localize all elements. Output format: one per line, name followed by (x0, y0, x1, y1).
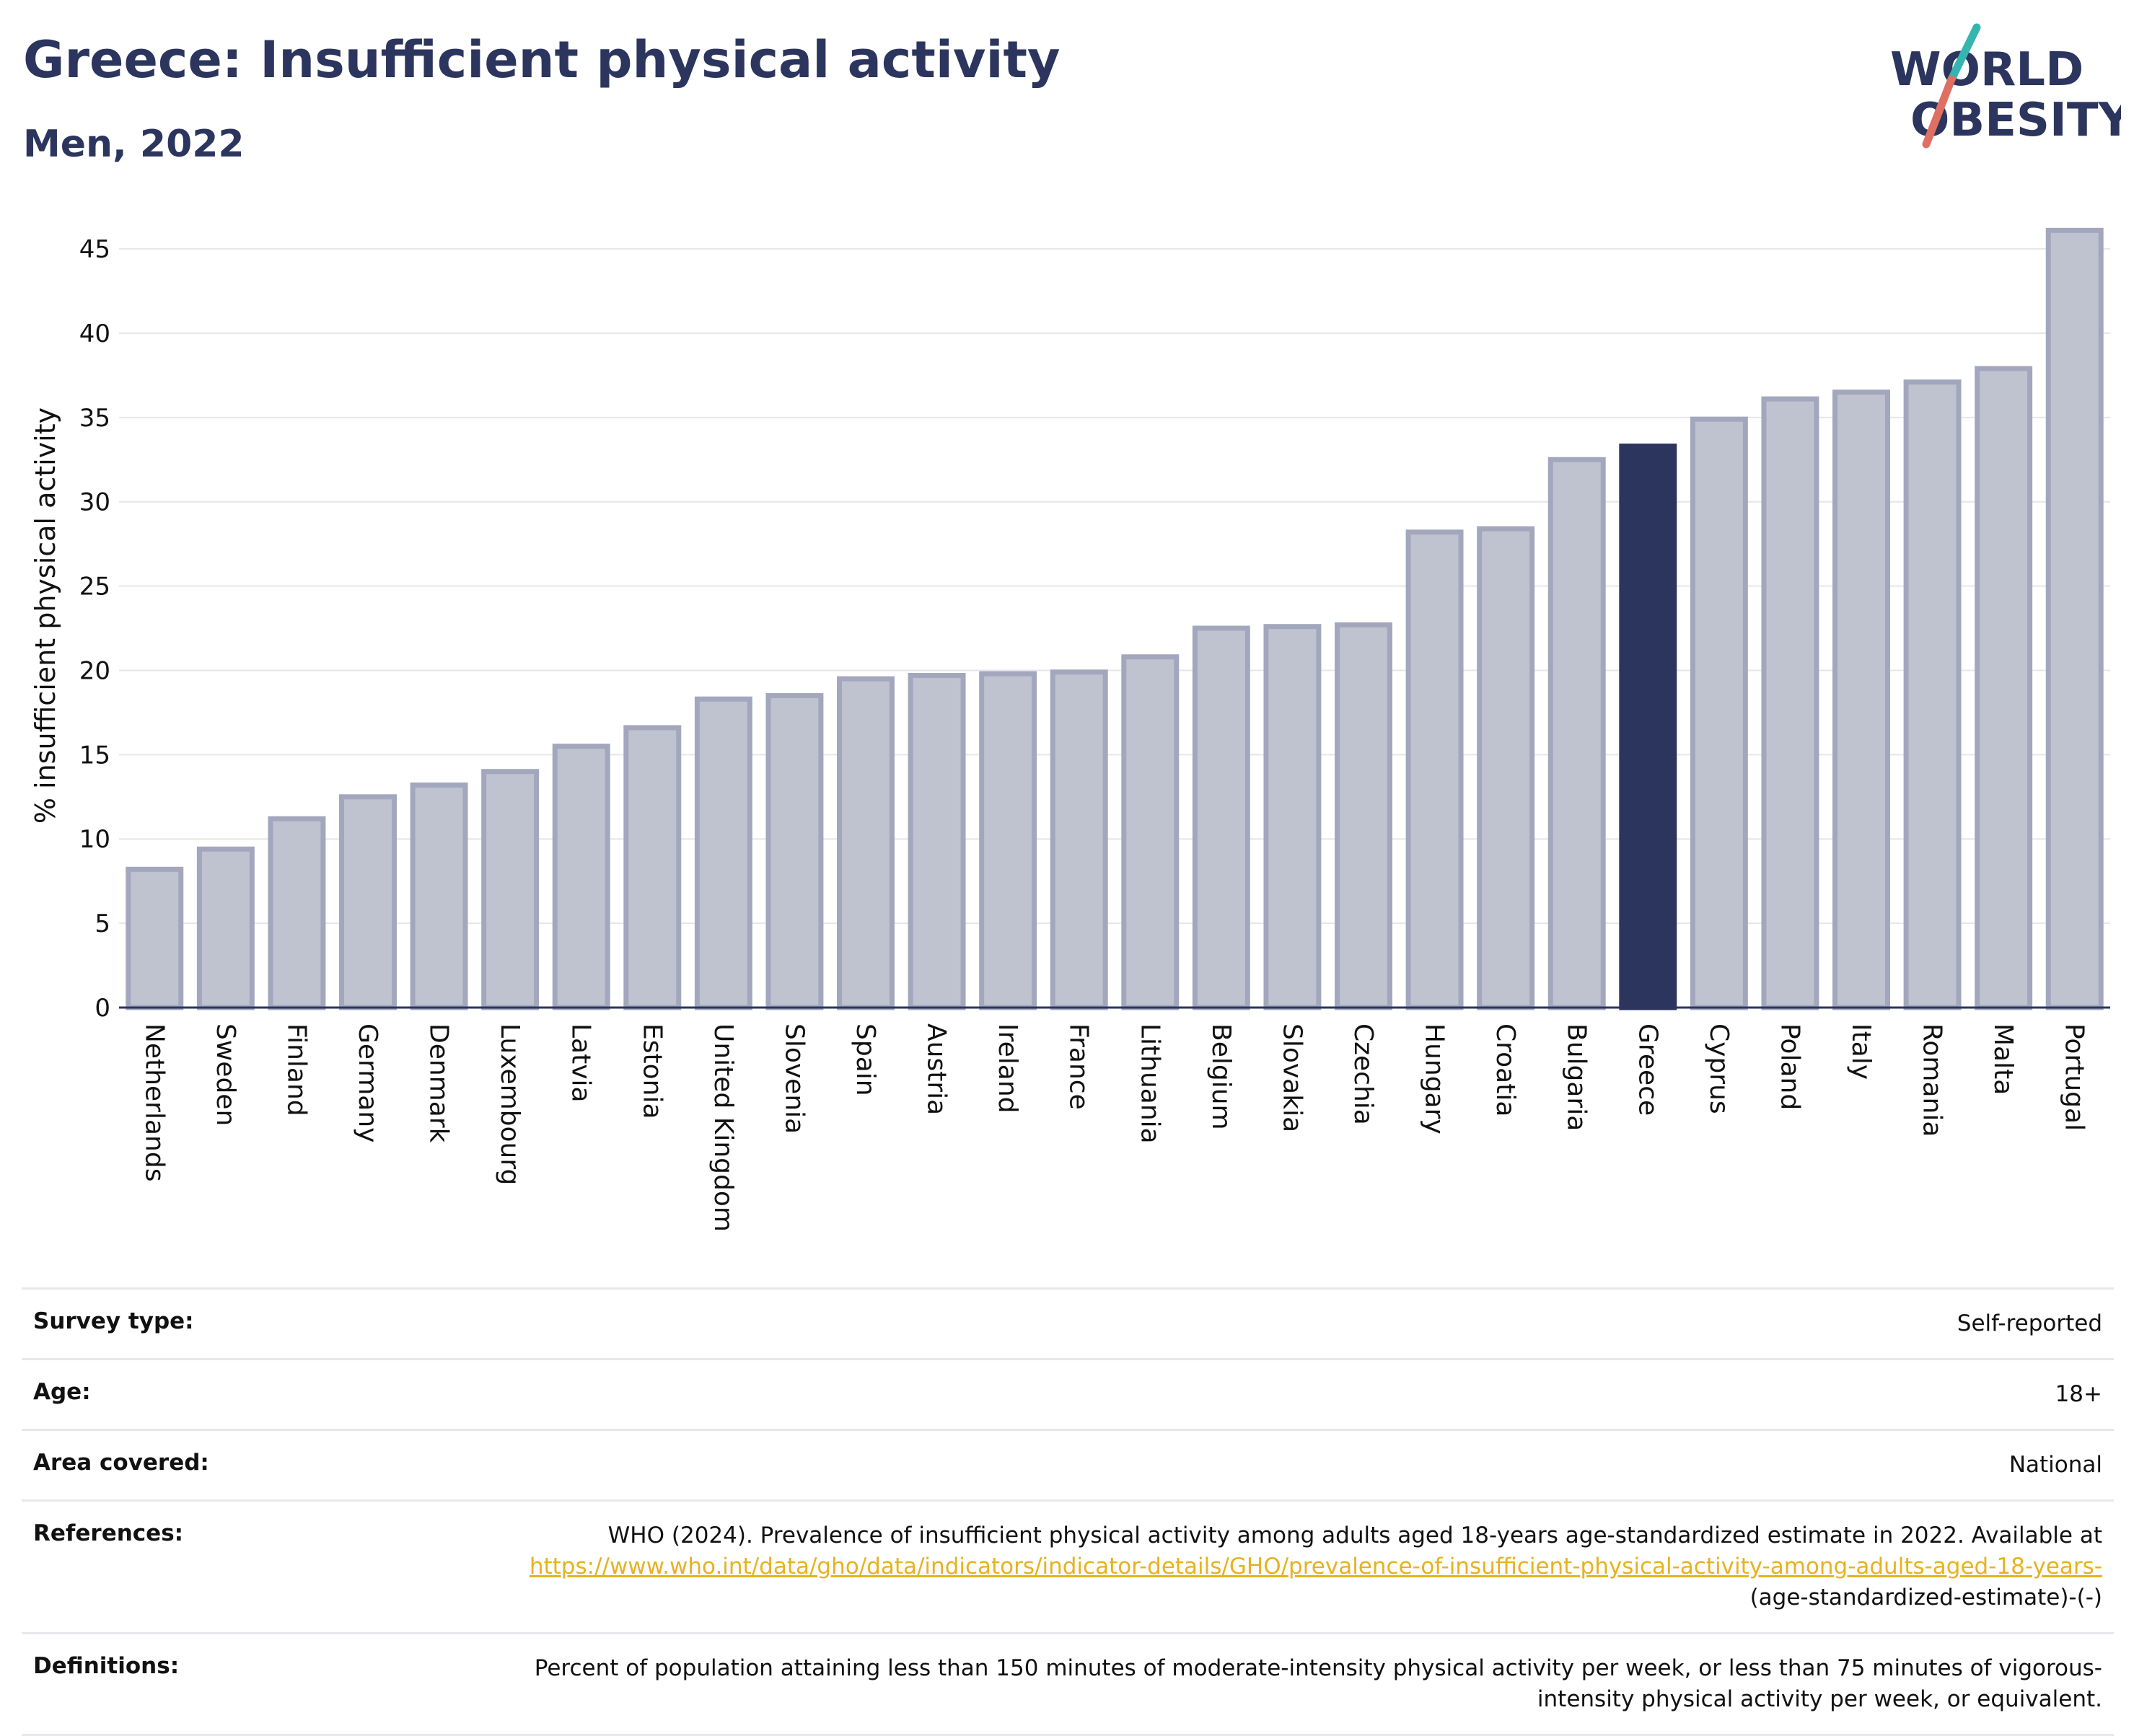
meta-row-definitions: Definitions: Percent of population attai… (22, 1632, 2114, 1736)
bar (2045, 227, 2104, 1010)
x-tick-label: Cyprus (1704, 1023, 1734, 1114)
x-tick-label: Hungary (1420, 1023, 1449, 1134)
x-tick-label: Italy (1846, 1023, 1876, 1080)
bar (623, 725, 682, 1010)
meta-label: Age: (33, 1379, 91, 1405)
bar (1690, 416, 1748, 1010)
y-tick-label: 15 (79, 741, 110, 770)
x-tick-label: Denmark (424, 1023, 454, 1143)
bar (1121, 654, 1180, 1010)
logo-line1: WORLD (1890, 43, 2083, 97)
x-tick-label: Poland (1775, 1023, 1804, 1110)
meta-label: Area covered: (33, 1450, 209, 1476)
bar (196, 846, 255, 1010)
x-tick-label: Greece (1633, 1023, 1662, 1116)
x-tick-label: Lithuania (1135, 1023, 1164, 1144)
bar-chart: 0 5 10 15 20 25 30 35 40 45 % insufficient physica… (30, 227, 2110, 1232)
bar (1477, 526, 1535, 1010)
references-suffix: (age-standardized-estimate)-(-) (1749, 1585, 2102, 1611)
page-subtitle: Men, 2022 (23, 123, 245, 166)
references-text: WHO (2024). Prevalence of insufficient p… (607, 1523, 2102, 1548)
meta-value: 18+ (2055, 1381, 2102, 1407)
bar (1619, 444, 1677, 1010)
y-tick-label: 35 (79, 404, 110, 433)
bar (1263, 624, 1322, 1010)
meta-label: References: (33, 1520, 184, 1546)
x-tick-label: Netherlands (139, 1023, 169, 1181)
bar (268, 816, 326, 1010)
meta-row-survey-type: Survey type: Self-reported (22, 1287, 2114, 1358)
logo-slash-coral (1922, 75, 1956, 149)
bar (694, 696, 752, 1010)
x-tick-label: Portugal (2060, 1023, 2089, 1131)
y-tick-label: 10 (79, 825, 110, 854)
x-tick-label: Croatia (1490, 1023, 1520, 1116)
x-tick-label: Latvia (566, 1023, 596, 1103)
y-tick-label: 20 (79, 656, 110, 685)
y-tick-label: 5 (95, 909, 110, 938)
meta-row-references: References: WHO (2024). Prevalence of in… (22, 1499, 2114, 1632)
x-tick-label: Finland (281, 1023, 311, 1116)
meta-label: Survey type: (33, 1308, 194, 1334)
bar (1761, 396, 1819, 1010)
x-tick-label: Estonia (637, 1023, 667, 1119)
x-tick-label: United Kingdom (708, 1023, 738, 1232)
bar (1547, 457, 1606, 1010)
meta-value: Percent of population attaining less tha… (534, 1655, 2102, 1712)
x-tick-label: Romania (1918, 1023, 1947, 1137)
bar (339, 794, 397, 1010)
y-tick-label: 0 (95, 994, 110, 1023)
x-tick-label: Germany (353, 1023, 382, 1142)
logo-slash-teal (1947, 23, 1981, 84)
meta-row-age: Age: 18+ (22, 1358, 2114, 1429)
x-tick-label: France (1064, 1023, 1094, 1110)
bar (126, 866, 184, 1010)
bar (1975, 366, 2033, 1010)
bar (481, 769, 540, 1010)
references-link[interactable]: https://www.who.int/data/gho/data/indica… (529, 1554, 2102, 1579)
x-tick-label: Malta (1988, 1023, 2018, 1095)
bar (765, 693, 824, 1010)
bar (837, 676, 895, 1010)
meta-row-area: Area covered: National (22, 1429, 2114, 1499)
x-tick-label: Luxembourg (495, 1023, 524, 1185)
bar (410, 782, 468, 1010)
meta-label: Definitions: (33, 1653, 180, 1679)
x-tick-label: Bulgaria (1562, 1023, 1591, 1131)
x-tick-label: Spain (851, 1023, 880, 1096)
bar (1050, 669, 1108, 1010)
bar (1903, 379, 1962, 1010)
page-title: Greece: Insufficient physical activity (23, 30, 1061, 89)
bar (1405, 529, 1464, 1010)
x-tick-label: Czechia (1348, 1023, 1378, 1125)
x-tick-label: Slovenia (779, 1023, 809, 1134)
y-tick-label: 40 (79, 320, 110, 348)
bar (552, 744, 610, 1010)
x-tick-label: Slovakia (1277, 1023, 1307, 1132)
y-tick-label: 25 (79, 573, 110, 602)
bar (1192, 625, 1250, 1010)
meta-value: WHO (2024). Prevalence of insufficient p… (479, 1520, 2102, 1613)
bar (1335, 622, 1392, 1010)
meta-value: National (2008, 1452, 2102, 1478)
world-obesity-logo: WORLD OBESITY (1890, 23, 2121, 149)
bar (979, 671, 1037, 1010)
x-tick-label: Austria (922, 1023, 952, 1115)
bar (1832, 389, 1890, 1010)
x-tick-label: Sweden (211, 1023, 240, 1126)
bar (908, 672, 966, 1010)
meta-value: Self-reported (1957, 1310, 2102, 1336)
y-tick-label: 45 (79, 235, 110, 264)
y-axis-label: % insufficient physical activity (30, 407, 61, 824)
x-tick-label: Ireland (993, 1023, 1022, 1114)
x-tick-label: Belgium (1206, 1023, 1236, 1130)
y-tick-label: 30 (79, 488, 110, 517)
metadata-table: Survey type: Self-reported Age: 18+ Area… (22, 1287, 2114, 1736)
